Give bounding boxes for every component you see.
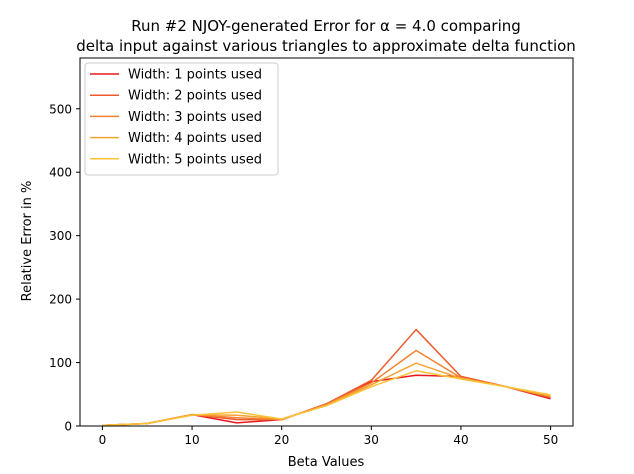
y-axis-label: Relative Error in % <box>20 181 35 302</box>
chart-title-line-1: Run #2 NJOY-generated Error for α = 4.0 … <box>131 17 521 35</box>
y-tick-label: 400 <box>49 166 72 180</box>
x-tick-label: 30 <box>364 433 379 447</box>
legend-label: Width: 2 points used <box>128 89 262 104</box>
x-tick-label: 0 <box>99 433 107 447</box>
legend-label: Width: 5 points used <box>128 152 262 167</box>
x-tick-label: 40 <box>453 433 468 447</box>
x-tick-label: 50 <box>543 433 558 447</box>
series-line-5 <box>102 370 551 427</box>
x-axis-label: Beta Values <box>288 455 365 470</box>
legend-box <box>84 62 279 176</box>
x-tick-label: 10 <box>184 433 199 447</box>
y-tick-label: 100 <box>49 356 72 370</box>
y-tick-label: 300 <box>49 229 72 243</box>
y-tick-label: 500 <box>49 102 72 116</box>
chart-title-line-2: delta input against various triangles to… <box>76 37 576 55</box>
legend-label: Width: 3 points used <box>128 110 262 125</box>
x-tick-label: 20 <box>274 433 289 447</box>
plot-frame <box>79 57 574 427</box>
series-layer <box>102 328 551 427</box>
legend-label: Width: 4 points used <box>128 131 262 146</box>
legend: Width: 1 points used Width: 2 points used… <box>84 62 279 176</box>
y-tick-label: 0 <box>64 420 72 434</box>
y-tick-label: 200 <box>49 293 72 307</box>
legend-label: Width: 1 points used <box>128 68 262 83</box>
